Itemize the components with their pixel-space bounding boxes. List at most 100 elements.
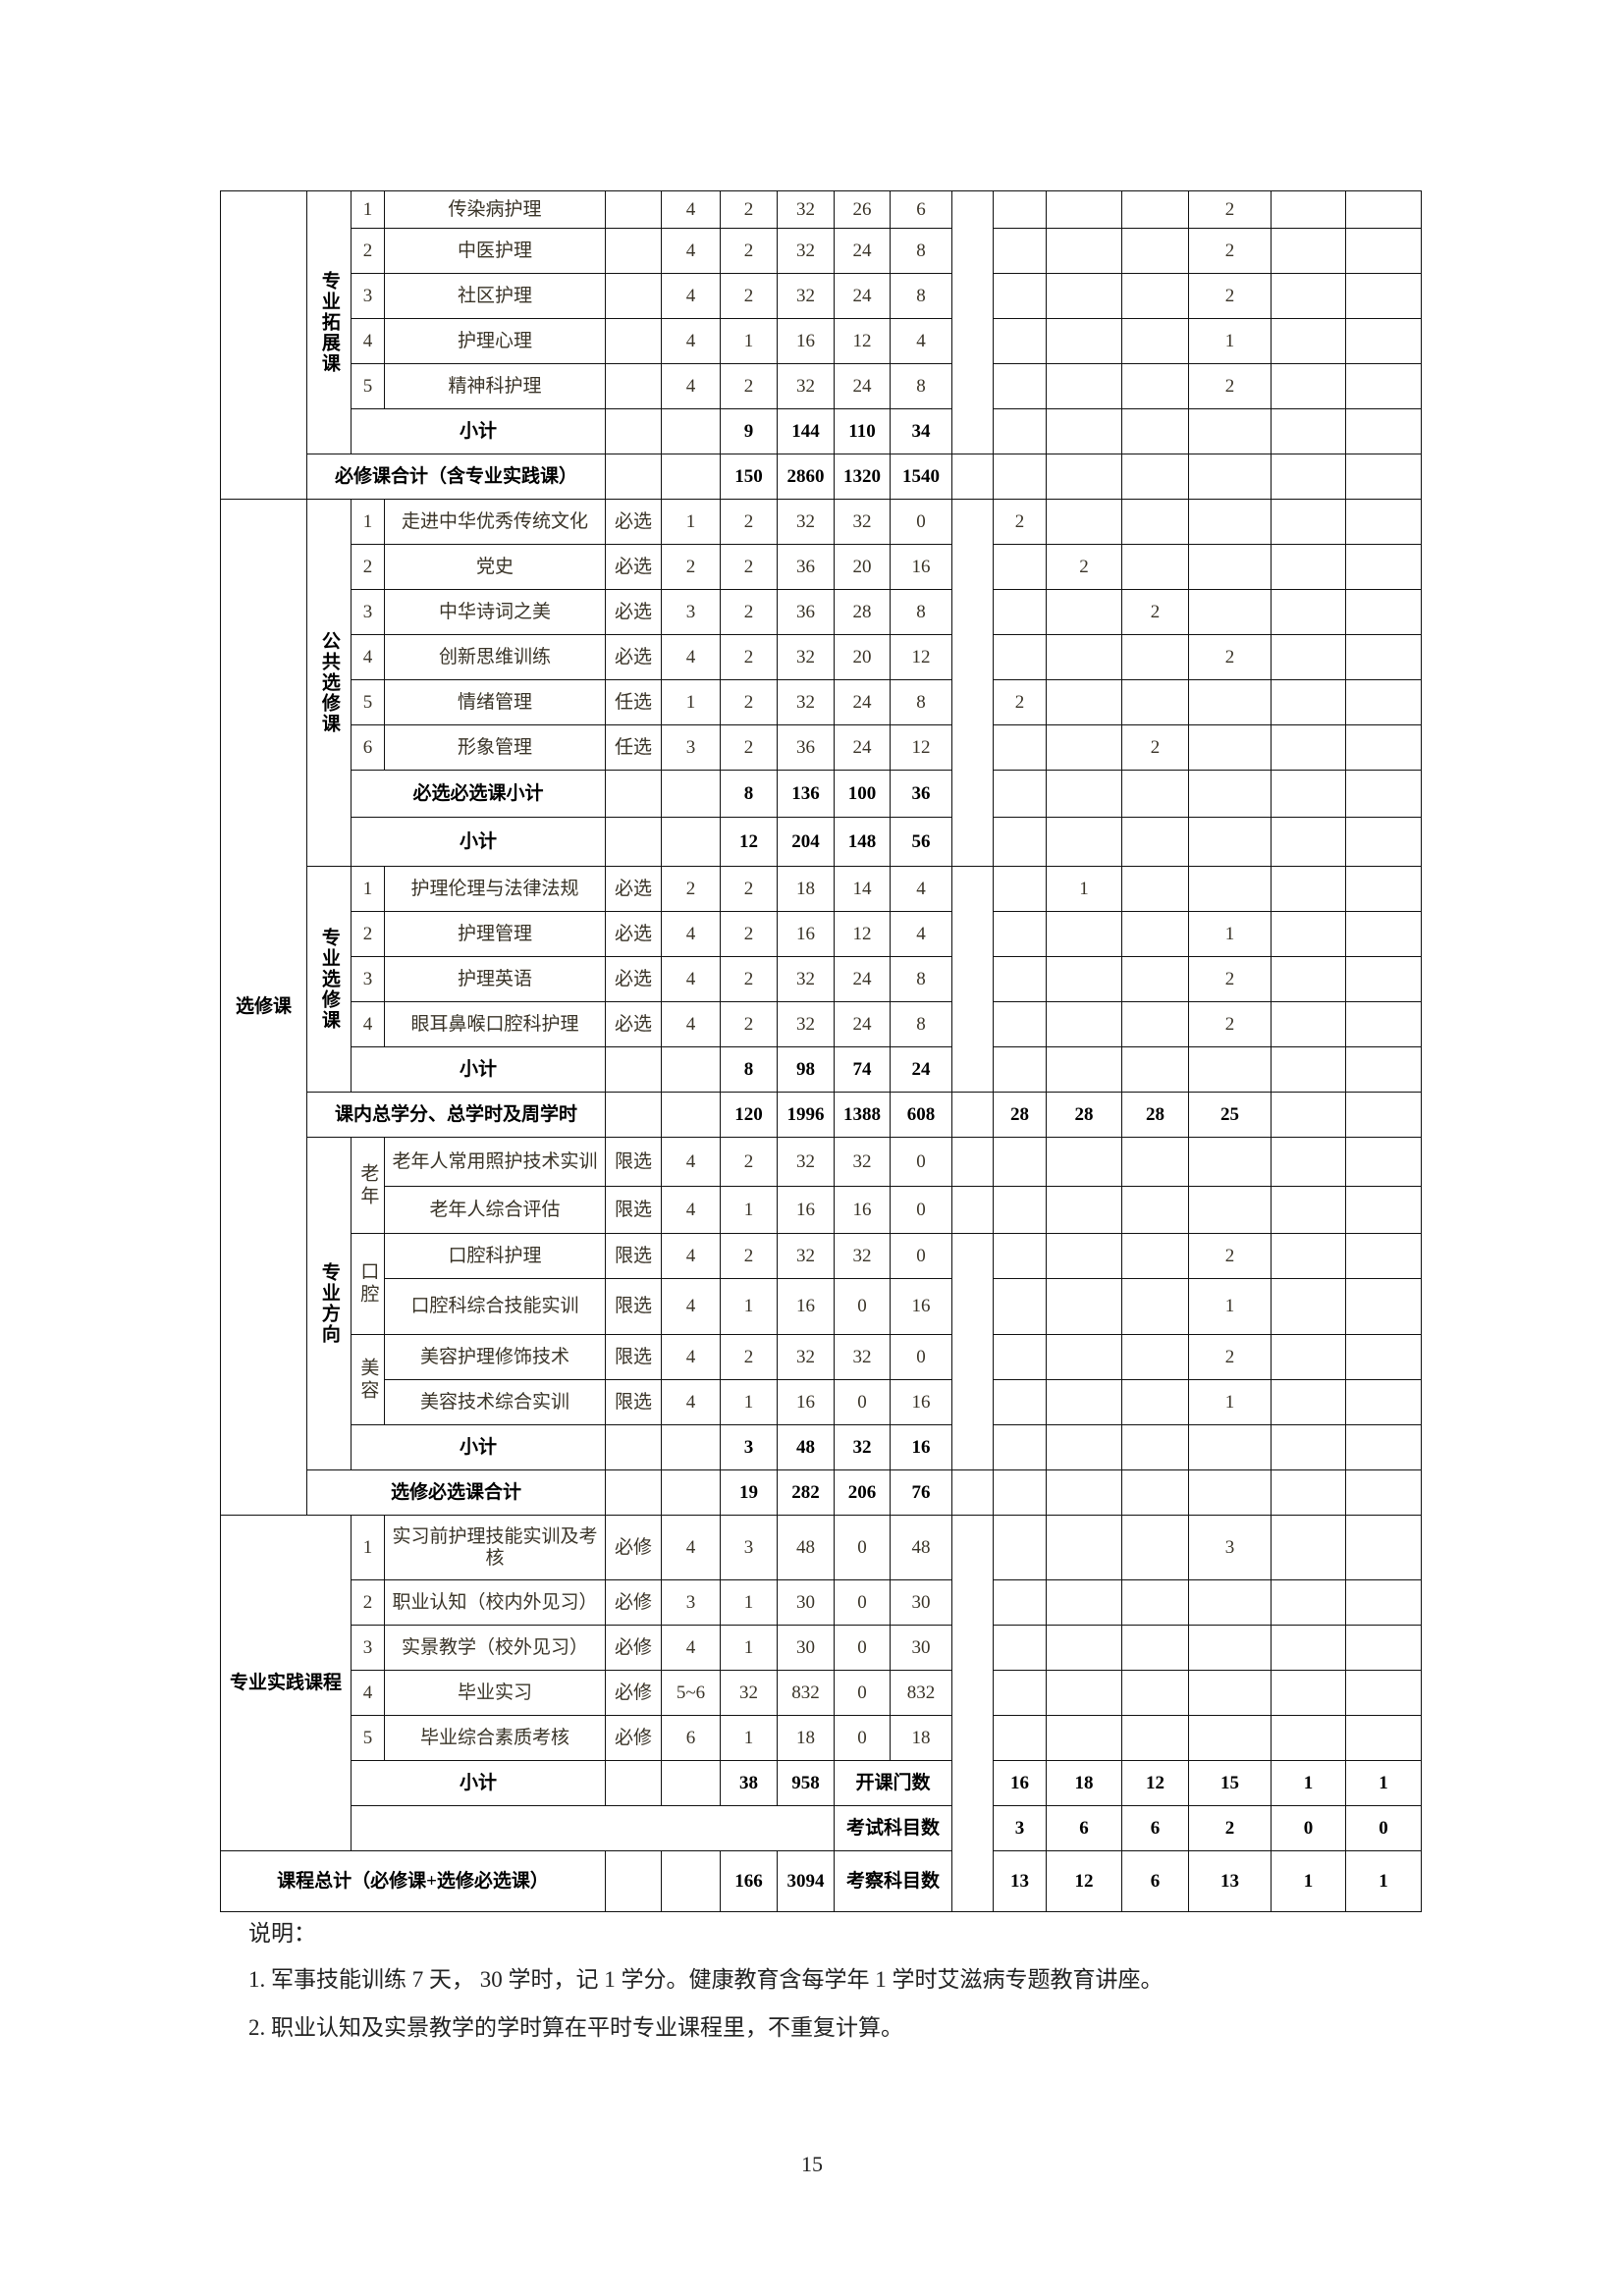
summary-label: 必选必选课小计 — [351, 770, 606, 818]
term-6-weekly-hours — [1345, 454, 1422, 500]
theory-hours-cell: 1320 — [834, 454, 891, 500]
term-1-weekly-hours — [993, 318, 1047, 364]
term-6-weekly-hours — [1345, 1046, 1422, 1093]
course-type: 必修 — [605, 1579, 662, 1626]
term-2-weekly-hours — [1046, 1670, 1122, 1716]
course-type — [605, 1469, 662, 1516]
course-type: 必修 — [605, 1625, 662, 1671]
term-5-weekly-hours — [1271, 1001, 1346, 1047]
term-4-weekly-hours: 2 — [1188, 1233, 1272, 1279]
total-hours-cell: 3094 — [777, 1850, 835, 1912]
theory-hours-cell: 32 — [834, 1233, 891, 1279]
theory-hours-cell: 0 — [834, 1278, 891, 1335]
term-3-weekly-hours — [1121, 1137, 1189, 1187]
term-4-weekly-hours: 2 — [1188, 363, 1272, 409]
theory-hours-cell: 12 — [834, 911, 891, 957]
credits-cell: 12 — [720, 817, 778, 867]
exam-semester — [661, 1760, 721, 1806]
course-number: 2 — [351, 228, 385, 274]
table-row: 4 毕业实习 必修 5~6 32 832 0 832 — [221, 1670, 1422, 1716]
practice-hours-cell: 8 — [890, 956, 952, 1002]
theory-hours-cell: 24 — [834, 1001, 891, 1047]
course-number: 4 — [351, 634, 385, 680]
term-2-weekly-hours — [1046, 408, 1122, 454]
credits-cell: 38 — [720, 1760, 778, 1806]
theory-hours-cell: 20 — [834, 544, 891, 590]
total-hours-cell: 30 — [777, 1625, 835, 1671]
total-hours-cell: 16 — [777, 318, 835, 364]
practice-hours-cell: 12 — [890, 634, 952, 680]
course-type — [605, 770, 662, 818]
course-name: 毕业实习 — [384, 1670, 606, 1716]
term-3-weekly-hours — [1121, 866, 1189, 912]
course-type: 必选 — [605, 866, 662, 912]
term-3-weekly-hours — [1121, 1515, 1189, 1580]
term-5-weekly-hours — [1271, 770, 1346, 818]
exam-semester — [661, 1046, 721, 1093]
term-2-weekly-hours — [1046, 1515, 1122, 1580]
practice-hours-cell: 36 — [890, 770, 952, 818]
term-2-weekly-hours — [1046, 770, 1122, 818]
exam-semester: 4 — [661, 1334, 721, 1380]
term-6-weekly-hours — [1345, 1137, 1422, 1187]
term-6-weekly-hours — [1345, 318, 1422, 364]
credits-cell: 1 — [720, 1379, 778, 1425]
spacer-column — [951, 1092, 994, 1138]
term-6-weekly-hours — [1345, 911, 1422, 957]
term-2-weekly-hours — [1046, 1001, 1122, 1047]
summary-label: 小计 — [351, 817, 606, 867]
credits-cell: 2 — [720, 544, 778, 590]
term-2-weekly-hours — [1046, 1715, 1122, 1761]
total-hours-cell: 32 — [777, 273, 835, 319]
note-item: 2. 职业认知及实景教学的学时算在平时专业课程里，不重复计算。 — [248, 2015, 903, 2040]
course-name: 老年人综合评估 — [384, 1186, 606, 1234]
term-2-weekly-hours — [1046, 679, 1122, 725]
term-6-weekly-hours — [1345, 1715, 1422, 1761]
table-row: 口腔 口腔科护理 限选 4 2 32 32 0 2 — [221, 1233, 1422, 1470]
term-6-weekly-hours — [1345, 190, 1422, 229]
term-2-weekly-hours: 18 — [1046, 1760, 1122, 1806]
term-4-weekly-hours — [1188, 866, 1272, 912]
term-3-weekly-hours — [1121, 1715, 1189, 1761]
term-6-weekly-hours — [1345, 228, 1422, 274]
summary-row: 小计 12 204 148 56 — [221, 817, 1422, 867]
term-6-weekly-hours — [1345, 544, 1422, 590]
theory-hours-cell: 20 — [834, 634, 891, 680]
theory-hours-cell: 0 — [834, 1579, 891, 1626]
course-type: 限选 — [605, 1233, 662, 1279]
exam-semester: 5~6 — [661, 1670, 721, 1716]
term-2-weekly-hours — [1046, 1625, 1122, 1671]
table-row: 5 情绪管理 任选 1 2 32 24 8 2 — [221, 679, 1422, 725]
practice-hours-cell: 8 — [890, 679, 952, 725]
term-4-weekly-hours — [1188, 817, 1272, 867]
course-name: 护理管理 — [384, 911, 606, 957]
exam-semester: 3 — [661, 1579, 721, 1626]
summary-label: 小计 — [351, 1424, 606, 1470]
theory-hours-cell: 74 — [834, 1046, 891, 1093]
course-number: 3 — [351, 1625, 385, 1671]
summary-row: 小计 38 958 开课门数 16 18 12 15 1 1 — [221, 1760, 1422, 1806]
credits-cell: 2 — [720, 1137, 778, 1187]
term-5-weekly-hours — [1271, 1233, 1346, 1279]
term-6-weekly-hours — [1345, 770, 1422, 818]
term-2-weekly-hours — [1046, 1137, 1122, 1187]
table-row: 老年人综合评估 限选 4 1 16 16 0 — [221, 1186, 1422, 1234]
term-3-weekly-hours — [1121, 408, 1189, 454]
practice-hours-cell: 16 — [890, 1424, 952, 1470]
exam-semester — [661, 1424, 721, 1470]
course-name: 眼耳鼻喉口腔科护理 — [384, 1001, 606, 1047]
term-5-weekly-hours — [1271, 318, 1346, 364]
term-4-weekly-hours: 2 — [1188, 1805, 1272, 1851]
term-5-weekly-hours — [1271, 724, 1346, 771]
course-type — [605, 454, 662, 500]
exam-semester: 4 — [661, 1625, 721, 1671]
term-2-weekly-hours — [1046, 1469, 1122, 1516]
notes-title: 说明： — [248, 1921, 316, 1946]
term-3-weekly-hours — [1121, 190, 1189, 229]
term-1-weekly-hours — [993, 228, 1047, 274]
term-2-weekly-hours — [1046, 1379, 1122, 1425]
term-4-weekly-hours — [1188, 1670, 1272, 1716]
credits-cell: 2 — [720, 634, 778, 680]
table-row: 6 形象管理 任选 3 2 36 24 12 2 — [221, 724, 1422, 771]
term-3-weekly-hours — [1121, 228, 1189, 274]
